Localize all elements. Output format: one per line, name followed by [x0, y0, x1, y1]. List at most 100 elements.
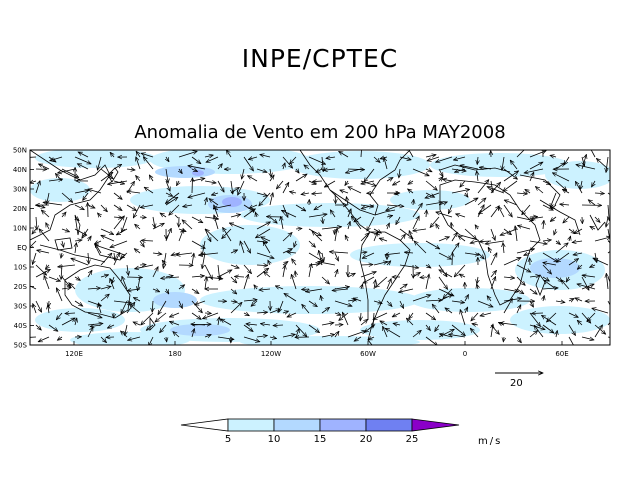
wind-vector-arrow: [530, 300, 534, 307]
wind-vector-arrow: [449, 334, 466, 338]
wind-vector-arrow: [577, 284, 596, 290]
wind-vector-arrow: [360, 319, 368, 326]
wind-vector-arrow: [425, 336, 438, 345]
wind-vector-arrow: [191, 240, 205, 249]
wind-vector-arrow: [113, 164, 122, 170]
wind-vector-arrow: [354, 336, 362, 341]
wind-vector-arrow: [590, 265, 596, 268]
wind-vector-arrow: [399, 156, 411, 160]
wind-vector-arrow: [158, 300, 167, 315]
wind-vector-arrow: [205, 229, 219, 242]
wind-vector-arrow: [133, 204, 141, 218]
wind-vector-arrow: [425, 240, 440, 249]
wind-vector-arrow: [204, 155, 213, 157]
lat-tick-label: 30N: [13, 186, 27, 194]
wind-vector-arrow: [568, 312, 578, 318]
wind-vector-arrow: [55, 174, 63, 182]
wind-vector-arrow: [386, 178, 393, 182]
wind-vector-arrow: [273, 325, 284, 326]
wind-vector-arrow: [321, 295, 323, 302]
wind-vector-arrow: [100, 253, 112, 266]
wind-vector-arrow: [561, 280, 570, 290]
wind-vector-arrow: [269, 216, 277, 223]
wind-vector-arrow: [183, 205, 193, 207]
wind-vector-arrow: [321, 323, 334, 325]
lon-tick-label: 60W: [360, 350, 376, 358]
wind-vector-arrow: [425, 324, 430, 331]
wind-vector-arrow: [385, 253, 401, 255]
wind-vector-arrow: [500, 323, 518, 325]
wind-vector-arrow: [361, 180, 375, 184]
wind-vector-arrow: [532, 313, 544, 314]
wind-vector-arrow: [56, 312, 63, 320]
wind-vector-arrow: [87, 312, 102, 318]
wind-vector-arrow: [195, 300, 206, 305]
wind-vector-arrow: [165, 193, 173, 196]
wind-vector-arrow: [412, 295, 431, 302]
wind-vector-arrow: [61, 192, 73, 202]
wind-vector-arrow: [477, 205, 484, 218]
wind-vector-arrow: [98, 213, 102, 217]
wind-vector-arrow: [606, 156, 608, 172]
wind-vector-arrow: [323, 169, 336, 170]
wind-vector-arrow: [593, 257, 609, 266]
wind-vector-arrow: [113, 204, 122, 211]
wind-vector-arrow: [339, 151, 349, 158]
wind-vector-arrow: [261, 237, 271, 242]
wind-vector-arrow: [243, 300, 257, 301]
wind-vector-arrow: [560, 204, 570, 205]
wind-vector-arrow: [516, 305, 522, 314]
wind-vector-arrow: [314, 204, 323, 210]
wind-vector-arrow: [61, 252, 62, 258]
wind-vector-arrow: [192, 253, 194, 266]
colorbar-label-10: 10: [268, 434, 281, 445]
wind-vector-arrow: [30, 240, 37, 248]
wind-vector-arrow: [100, 228, 114, 235]
wind-vector-arrow: [166, 288, 169, 294]
wind-vector-arrow: [30, 285, 37, 290]
wind-vector-arrow: [504, 200, 518, 206]
wind-vector-arrow: [551, 204, 557, 209]
wind-vector-arrow: [126, 204, 136, 211]
wind-vector-arrow: [451, 189, 470, 194]
wind-vector-arrow: [386, 216, 393, 218]
wind-vector-arrow: [438, 237, 449, 242]
wind-vector-arrow: [399, 168, 400, 178]
wind-vector-arrow: [243, 240, 251, 253]
wind-vector-arrow: [230, 265, 239, 268]
wind-vector-arrow: [35, 324, 41, 330]
wind-vector-arrow: [321, 276, 330, 284]
wind-vector-arrow: [246, 324, 258, 325]
wind-vector-arrow: [529, 288, 537, 294]
wind-vector-arrow: [78, 152, 89, 158]
wind-vector-arrow: [347, 331, 366, 338]
wind-vector-arrow: [574, 228, 583, 234]
wind-vector-arrow: [487, 187, 505, 194]
wind-vector-arrow: [373, 156, 380, 163]
wind-vector-arrow: [166, 336, 167, 342]
wind-vector-arrow: [360, 205, 374, 207]
wind-vector-arrow: [256, 193, 267, 196]
wind-vector-arrow: [313, 181, 323, 182]
wind-vector-arrow: [57, 337, 63, 340]
wind-vector-arrow: [255, 212, 257, 218]
wind-vector-arrow: [335, 192, 336, 204]
wind-vector-arrow: [594, 325, 603, 338]
wind-vector-arrow: [568, 299, 574, 302]
wind-vector-arrow: [380, 321, 388, 326]
wind-vector-arrow: [392, 312, 401, 317]
wind-vector-arrow: [581, 276, 589, 290]
wind-vector-arrow: [425, 155, 436, 157]
wind-vector-arrow: [404, 252, 414, 253]
wind-vector-arrow: [568, 336, 576, 345]
wind-vector-arrow: [576, 165, 596, 170]
wind-vector-arrow: [455, 168, 466, 172]
wind-vector-arrow: [75, 318, 77, 326]
wind-vector-arrow: [438, 202, 447, 205]
wind-vector-arrow: [543, 263, 557, 266]
wind-vector-arrow: [580, 180, 582, 190]
wind-vector-arrow: [177, 180, 180, 186]
wind-vector-arrow: [460, 165, 479, 170]
wind-vector-arrow: [510, 160, 518, 170]
wind-vector-arrow: [282, 182, 289, 194]
